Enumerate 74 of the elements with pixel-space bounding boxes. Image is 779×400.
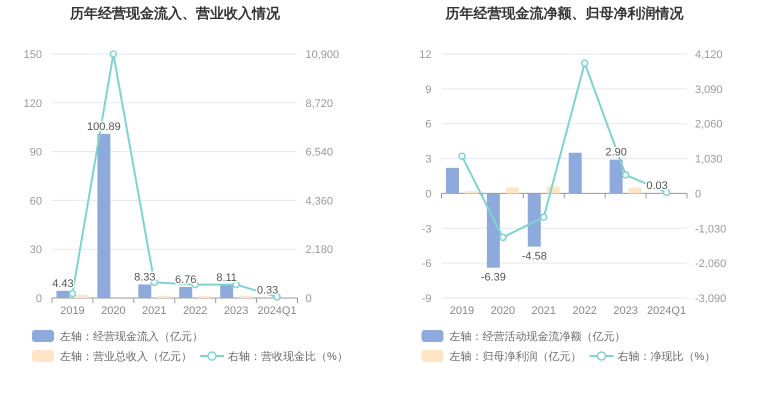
bar [56, 290, 70, 298]
y2-tick-label: 8,720 [306, 98, 334, 110]
point [110, 50, 118, 58]
bar [568, 152, 582, 194]
bar [506, 188, 519, 194]
x-tick-label: 2023 [224, 305, 248, 317]
x-tick-label: 2022 [572, 305, 597, 317]
y2-tick-label: 1,030 [695, 154, 723, 166]
y2-tick-label: 4,120 [695, 49, 723, 61]
bar [528, 193, 541, 247]
point [540, 213, 548, 221]
data-label: 6.76 [174, 274, 196, 286]
x-tick-label: 2024Q1 [257, 305, 297, 317]
x-tick-label: 2019 [450, 305, 474, 317]
y2-tick-label: -2,060 [695, 258, 726, 270]
y-tick-label: -9 [422, 293, 432, 305]
y-tick-label: 0 [425, 188, 432, 200]
y2-tick-label: 0 [306, 293, 312, 305]
bar [97, 134, 110, 298]
data-label: -4.58 [522, 250, 547, 263]
point [68, 290, 76, 298]
x-tick-label: 2024Q1 [646, 305, 686, 317]
legend-label: 左轴：归母净利润（亿元） [450, 350, 582, 363]
bar [486, 193, 500, 268]
point [622, 171, 630, 179]
y-tick-label: 0 [36, 293, 42, 305]
legend-label: 左轴：营业总收入（亿元） [60, 350, 192, 363]
y2-tick-label: 3,090 [695, 84, 723, 96]
y2-tick-label: -3,090 [695, 293, 726, 305]
bar [138, 284, 152, 298]
x-tick-label: 2019 [60, 305, 85, 317]
bar [75, 294, 88, 298]
legend-label: 左轴：经营活动现金流净额（亿元） [450, 330, 626, 343]
y2-tick-label: 2,060 [695, 118, 723, 131]
data-label: -6.39 [480, 272, 506, 284]
bar [179, 287, 192, 298]
y-tick-label: 120 [24, 98, 42, 110]
point [458, 152, 466, 160]
y-tick-label: 30 [30, 244, 42, 256]
legend-label: 右轴：净现比（%） [618, 350, 716, 363]
x-tick-label: 2023 [613, 305, 638, 317]
y2-tick-label: 4,360 [306, 195, 334, 208]
legend-label: 左轴：经营现金流入（亿元） [60, 330, 203, 343]
chart-title: 历年经营现金流净额、归母净利润情况 [444, 5, 684, 21]
x-tick-label: 2021 [142, 305, 167, 317]
x-tick-label: 2020 [490, 305, 516, 317]
point [499, 234, 507, 242]
y2-tick-label: -1,030 [695, 223, 726, 236]
data-label: 8.11 [216, 272, 237, 284]
y-tick-label: 150 [24, 49, 42, 61]
point [580, 59, 588, 67]
y-tick-label: 90 [30, 146, 42, 159]
y2-tick-label: 10,900 [306, 49, 340, 61]
data-label: 4.43 [52, 278, 74, 290]
y2-tick-label: 0 [695, 188, 702, 200]
bar [220, 284, 234, 298]
y-tick-label: 12 [419, 49, 432, 61]
y-tick-label: 6 [425, 118, 432, 131]
x-tick-label: 2021 [532, 305, 556, 317]
y2-tick-label: 6,540 [306, 146, 334, 159]
y-tick-label: 3 [425, 154, 432, 166]
data-label: 0.33 [256, 284, 278, 296]
bar [628, 188, 642, 194]
y-tick-label: 9 [425, 84, 432, 96]
x-tick-label: 2022 [182, 305, 208, 317]
legend-label: 右轴：营收现金比（%） [228, 350, 348, 363]
y2-tick-label: 2,180 [306, 244, 334, 256]
bar [610, 160, 623, 194]
bar [446, 168, 459, 194]
y-tick-label: -6 [422, 258, 432, 270]
x-tick-label: 2020 [101, 305, 126, 317]
chart-title: 历年经营现金流入、营业收入情况 [68, 5, 281, 21]
y-tick-label: 60 [30, 195, 42, 208]
y-tick-label: -3 [422, 223, 432, 236]
